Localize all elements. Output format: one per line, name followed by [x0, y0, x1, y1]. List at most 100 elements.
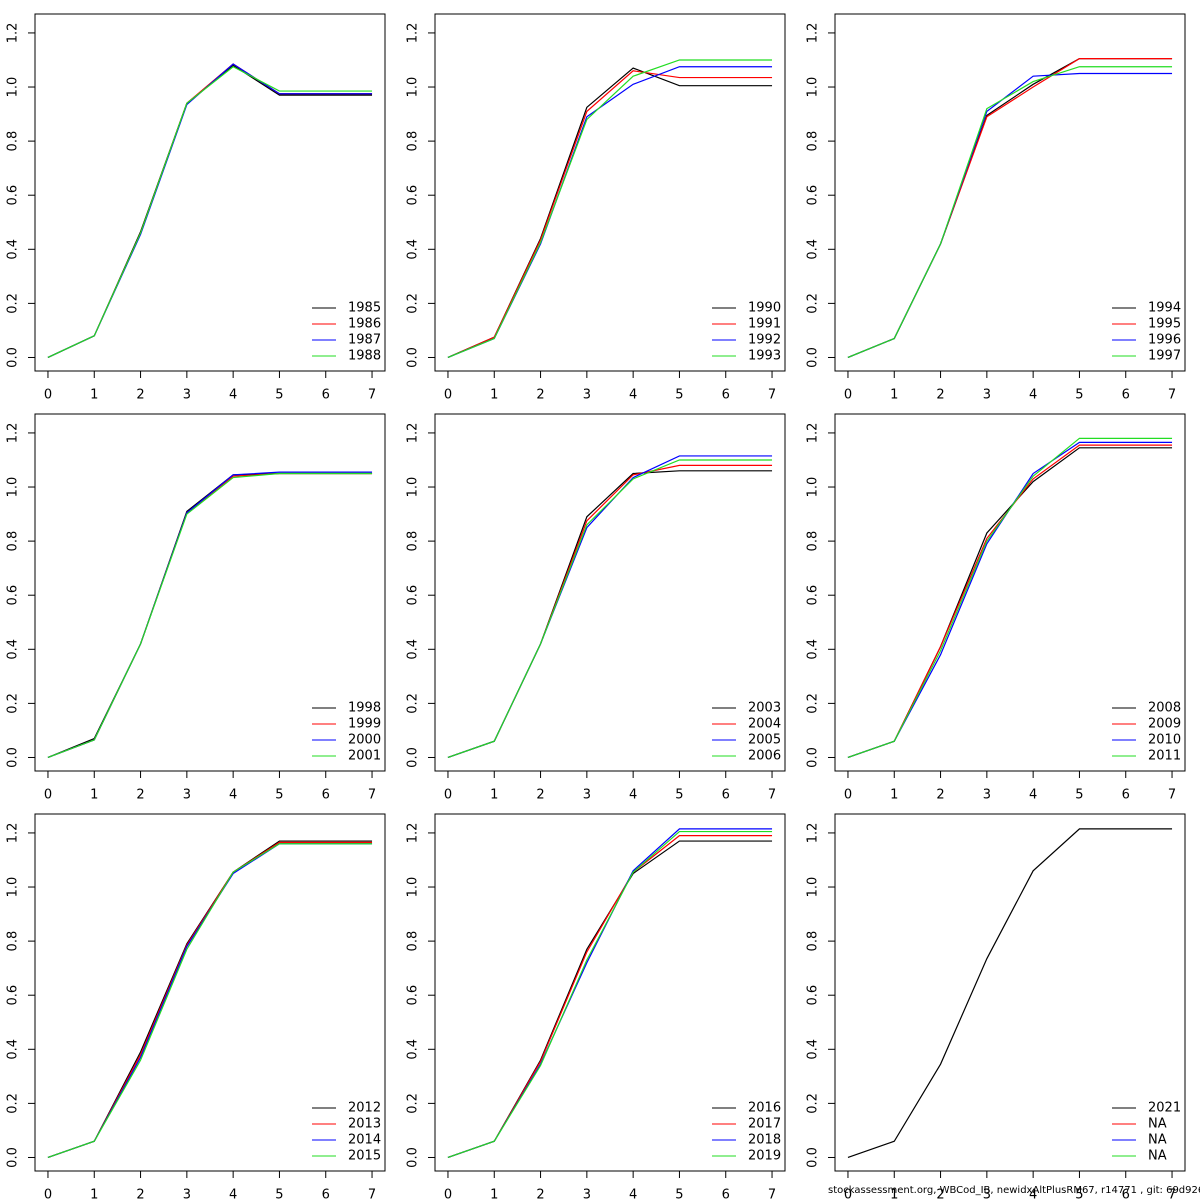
- x-tick-label: 3: [583, 388, 591, 403]
- series-line: [47, 840, 373, 1159]
- legend-label: NA: [1148, 1117, 1167, 1132]
- legend-label: 2015: [348, 1149, 381, 1164]
- legend-label: 2011: [1148, 749, 1181, 764]
- y-tick-label: 0.6: [6, 985, 21, 1006]
- y-tick-label: 0.4: [6, 1039, 21, 1060]
- y-tick-label: 0.8: [6, 131, 21, 152]
- x-tick-label: 4: [229, 788, 237, 803]
- y-tick-label: 0.0: [806, 1147, 821, 1168]
- y-tick-label: 0.4: [806, 639, 821, 660]
- series-line: [447, 67, 773, 359]
- y-tick-label: 0.2: [806, 1093, 821, 1114]
- legend-label: 2018: [748, 1133, 781, 1148]
- x-tick-label: 7: [368, 388, 376, 403]
- y-tick-label: 0.0: [806, 347, 821, 368]
- x-tick-label: 7: [768, 388, 776, 403]
- y-tick-label: 0.8: [806, 131, 821, 152]
- y-tick-label: 1.0: [6, 877, 21, 898]
- series-line: [47, 63, 373, 359]
- y-tick-label: 0.2: [806, 293, 821, 314]
- x-tick-label: 1: [490, 388, 498, 403]
- legend-label: 1996: [1148, 333, 1181, 348]
- x-tick-label: 1: [890, 1188, 898, 1200]
- series-line: [447, 70, 773, 359]
- series-line: [47, 471, 373, 759]
- y-tick-label: 0.2: [406, 293, 421, 314]
- x-tick-label: 2: [136, 1188, 144, 1200]
- series-line: [47, 843, 373, 1159]
- x-tick-label: 0: [444, 788, 452, 803]
- plot-box: [34, 413, 386, 772]
- series-line: [47, 472, 373, 759]
- y-tick-label: 0.0: [806, 747, 821, 768]
- legend-label: NA: [1148, 1133, 1167, 1148]
- y-tick-label: 1.2: [806, 823, 821, 844]
- y-tick-label: 0.0: [406, 347, 421, 368]
- series-line: [47, 472, 373, 759]
- x-tick-label: 2: [136, 388, 144, 403]
- series-line: [447, 830, 773, 1159]
- y-tick-label: 0.0: [6, 747, 21, 768]
- y-tick-label: 0.6: [406, 585, 421, 606]
- y-tick-label: 0.6: [6, 185, 21, 206]
- series-line: [47, 66, 373, 359]
- y-tick-label: 1.2: [806, 423, 821, 444]
- x-tick-label: 2: [936, 388, 944, 403]
- y-tick-label: 1.0: [406, 477, 421, 498]
- y-tick-label: 0.8: [6, 531, 21, 552]
- x-tick-label: 6: [722, 388, 730, 403]
- legend-label: 1986: [348, 317, 381, 332]
- series-line: [447, 59, 773, 359]
- x-tick-label: 6: [322, 1188, 330, 1200]
- x-tick-label: 2: [536, 788, 544, 803]
- legend-label: 2013: [348, 1117, 381, 1132]
- x-tick-label: 1: [90, 1188, 98, 1200]
- x-tick-label: 4: [629, 788, 637, 803]
- legend-label: 1990: [748, 301, 781, 316]
- x-tick-label: 0: [44, 388, 52, 403]
- y-tick-label: 0.4: [6, 239, 21, 260]
- x-tick-label: 6: [322, 388, 330, 403]
- y-tick-label: 0.2: [6, 693, 21, 714]
- y-tick-label: 0.4: [6, 639, 21, 660]
- x-tick-label: 5: [675, 1188, 683, 1200]
- x-tick-label: 7: [368, 788, 376, 803]
- series-line: [47, 841, 373, 1159]
- x-tick-label: 7: [1168, 388, 1176, 403]
- legend-label: 1991: [748, 317, 781, 332]
- series-line: [847, 444, 1173, 759]
- series-line: [447, 835, 773, 1159]
- legend-label: 1985: [348, 301, 381, 316]
- legend-label: 2006: [748, 749, 781, 764]
- x-tick-label: 2: [536, 1188, 544, 1200]
- legend-label: 1998: [348, 701, 381, 716]
- x-tick-label: 7: [1168, 788, 1176, 803]
- series-line: [847, 437, 1173, 759]
- legend-label: 1995: [1148, 317, 1181, 332]
- series-line: [447, 470, 773, 759]
- legend-label: 2019: [748, 1149, 781, 1164]
- legend-label: 1992: [748, 333, 781, 348]
- x-tick-label: 1: [890, 388, 898, 403]
- legend-label: 2010: [1148, 733, 1181, 748]
- x-tick-label: 1: [490, 788, 498, 803]
- series-line: [847, 58, 1173, 359]
- x-tick-label: 3: [983, 388, 991, 403]
- y-tick-label: 0.8: [406, 531, 421, 552]
- y-tick-label: 1.2: [406, 23, 421, 44]
- x-tick-label: 0: [844, 1188, 852, 1200]
- y-tick-label: 1.0: [806, 877, 821, 898]
- legend-label: 1994: [1148, 301, 1181, 316]
- x-tick-label: 1: [90, 788, 98, 803]
- x-tick-label: 4: [629, 1188, 637, 1200]
- y-tick-label: 0.0: [6, 1147, 21, 1168]
- y-tick-label: 0.8: [406, 131, 421, 152]
- x-tick-label: 3: [983, 1188, 991, 1200]
- plot-box: [34, 813, 386, 1172]
- y-tick-label: 0.6: [806, 985, 821, 1006]
- series-line: [447, 66, 773, 359]
- x-tick-label: 6: [322, 788, 330, 803]
- legend-label: 2016: [748, 1101, 781, 1116]
- y-tick-label: 1.2: [406, 423, 421, 444]
- x-tick-label: 5: [1075, 388, 1083, 403]
